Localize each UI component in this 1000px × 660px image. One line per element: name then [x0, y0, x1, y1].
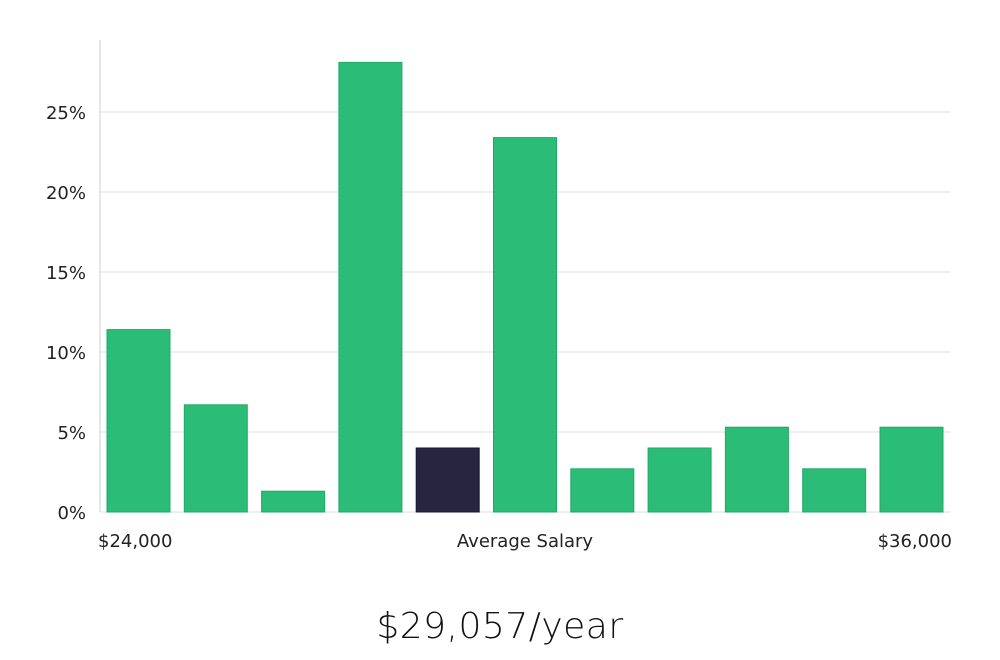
bars — [106, 61, 944, 513]
y-tick-label: 25% — [46, 103, 86, 124]
average-salary-value: $29,057/year — [376, 606, 624, 647]
y-tick-label: 10% — [46, 343, 86, 364]
highlighted-bar — [415, 447, 480, 513]
bar — [647, 447, 712, 513]
bar — [802, 468, 867, 513]
bar — [493, 137, 557, 513]
x-min-label: $24,000 — [98, 531, 172, 552]
bar — [183, 404, 248, 513]
y-tick-label: 5% — [57, 423, 86, 444]
bar — [724, 426, 789, 513]
y-tick-label: 15% — [46, 263, 86, 284]
x-axis-title: Average Salary — [457, 531, 594, 552]
salary-histogram: 0%5%10%15%20%25% $24,000 Average Salary … — [46, 40, 952, 552]
bar — [261, 490, 326, 513]
y-tick-label: 20% — [46, 183, 86, 204]
bar — [338, 61, 403, 513]
y-tick-label: 0% — [57, 503, 86, 524]
bar — [570, 468, 635, 513]
x-max-label: $36,000 — [878, 531, 952, 552]
y-axis-ticks: 0% 5% 10% 15% 20% 25% — [46, 103, 86, 524]
bar — [106, 329, 171, 513]
bar — [879, 426, 944, 513]
